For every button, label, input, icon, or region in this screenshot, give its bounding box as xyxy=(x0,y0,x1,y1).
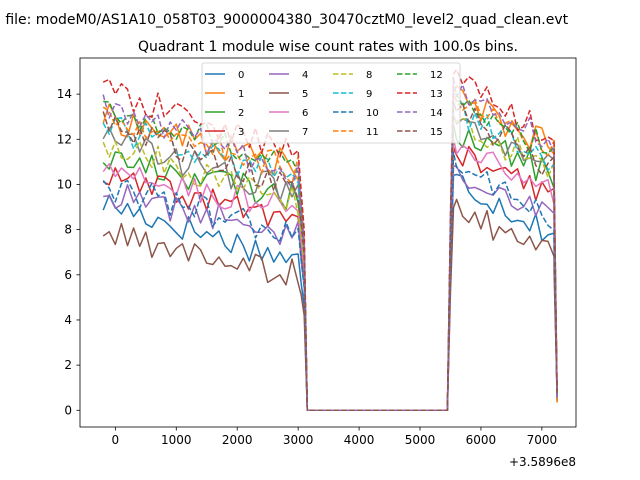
legend-label: 4 xyxy=(302,70,308,81)
x-offset-label: +3.5896e8 xyxy=(509,455,576,469)
legend-label: 2 xyxy=(238,108,244,119)
series-line-0 xyxy=(102,173,558,412)
legend-label: 10 xyxy=(366,108,379,119)
legend-label: 12 xyxy=(430,70,443,81)
x-tick-label: 5000 xyxy=(405,433,436,447)
x-tick-label: 2000 xyxy=(222,433,253,447)
legend-label: 7 xyxy=(302,127,308,138)
series-line-11 xyxy=(102,91,558,412)
x-tick-label: 7000 xyxy=(527,433,558,447)
series-line-4 xyxy=(103,165,558,412)
y-tick-label: 10 xyxy=(57,177,72,191)
x-tick-label: 3000 xyxy=(283,433,314,447)
x-tick-label: 6000 xyxy=(466,433,497,447)
series-line-5 xyxy=(102,198,558,412)
y-tick-label: 2 xyxy=(64,358,72,372)
legend-label: 0 xyxy=(238,70,244,81)
legend-label: 6 xyxy=(302,108,308,119)
plot-frame xyxy=(79,57,577,428)
y-tick-label: 0 xyxy=(64,403,72,417)
series-line-8 xyxy=(102,118,558,412)
x-tick-label: 1000 xyxy=(161,433,192,447)
legend-label: 11 xyxy=(366,127,379,138)
x-tick-label: 0 xyxy=(112,433,120,447)
series-line-10 xyxy=(102,151,558,412)
y-tick-label: 14 xyxy=(57,87,72,101)
x-tick-label: 4000 xyxy=(344,433,375,447)
series-line-15 xyxy=(102,100,558,412)
y-tick-label: 6 xyxy=(64,268,72,282)
legend-label: 3 xyxy=(238,127,244,138)
series-line-3 xyxy=(102,145,558,412)
legend-label: 5 xyxy=(302,89,308,100)
legend-frame xyxy=(201,62,461,144)
legend-label: 13 xyxy=(430,89,443,100)
series-line-14 xyxy=(102,77,558,412)
legend-label: 1 xyxy=(238,89,244,100)
legend-label: 8 xyxy=(366,70,372,81)
chart-suptitle: n file: modeM0/AS1A10_058T03_9000004380_… xyxy=(0,12,569,28)
y-tick-label: 4 xyxy=(64,313,72,327)
y-tick-label: 8 xyxy=(64,223,72,237)
legend-label: 15 xyxy=(430,127,443,138)
y-tick-label: 12 xyxy=(57,132,72,146)
series-line-13 xyxy=(102,68,558,412)
legend-label: 14 xyxy=(430,108,443,119)
legend-label: 9 xyxy=(366,89,372,100)
chart-title: Quadrant 1 module wise count rates with … xyxy=(138,39,518,55)
plot-lines xyxy=(102,68,558,412)
